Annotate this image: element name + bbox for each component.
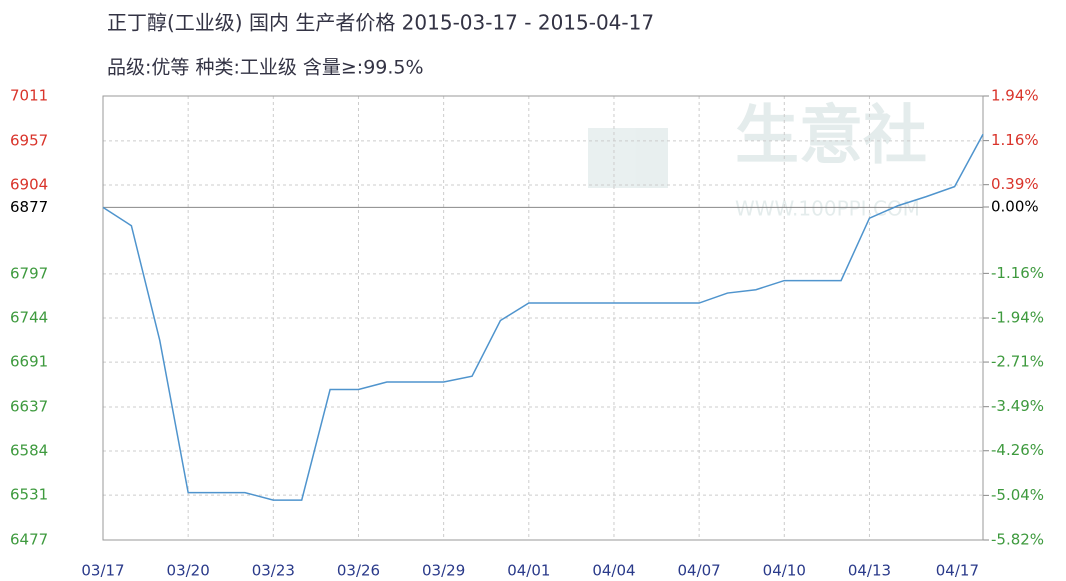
x-tick-label: 03/29 <box>422 562 465 580</box>
y-tick-label: 6637 <box>10 397 48 415</box>
chart-title: 正丁醇(工业级) 国内 生产者价格 2015-03-17 - 2015-04-1… <box>107 11 654 35</box>
y-tick-label: 6797 <box>10 264 48 282</box>
y-tick-label: 6691 <box>10 353 48 371</box>
watermark: 生意社 WWW.100PPI.COM <box>588 100 927 221</box>
y-tick-label: 6957 <box>10 131 48 149</box>
y2-tick-label: 1.16% <box>991 131 1039 149</box>
x-tick-label: 04/10 <box>763 562 806 580</box>
y-tick-label: 7011 <box>10 87 48 105</box>
plot-frame <box>102 95 984 541</box>
y2-tick-label: 1.94% <box>991 87 1039 105</box>
x-tick-label: 04/07 <box>678 562 721 580</box>
y2-tick-label: 0.00% <box>991 198 1039 216</box>
line-series <box>102 133 984 501</box>
y2-tick-label: -4.26% <box>991 441 1044 459</box>
x-tick-label: 03/20 <box>167 562 210 580</box>
x-tick-label: 04/17 <box>936 562 979 580</box>
x-tick-label: 03/23 <box>252 562 295 580</box>
watermark-text: 生意社 <box>735 100 927 174</box>
y-tick-label: 6531 <box>10 486 48 504</box>
y2-tick-label: -5.82% <box>991 531 1044 549</box>
y2-tick-label: 0.39% <box>991 175 1039 193</box>
x-tick-label: 04/13 <box>848 562 891 580</box>
x-tick-label: 03/17 <box>81 562 124 580</box>
y-tick-label: 6584 <box>10 442 48 460</box>
y-tick-label: 6904 <box>10 175 48 193</box>
watermark-logo <box>588 128 668 188</box>
x-tick-label: 04/01 <box>507 562 550 580</box>
y2-tick-label: -3.49% <box>991 397 1044 415</box>
y2-tick-label: -1.16% <box>991 264 1044 282</box>
y2-tick-label: -2.71% <box>991 353 1044 371</box>
y2-tick-label: -5.04% <box>991 486 1044 504</box>
y-tick-label: 6744 <box>10 309 48 327</box>
y-tick-label: 6877 <box>10 198 48 216</box>
watermark-url: WWW.100PPI.COM <box>735 197 920 221</box>
y-tick-label: 6477 <box>10 531 48 549</box>
x-tick-label: 04/04 <box>592 562 635 580</box>
chart-subtitle: 品级:优等 种类:工业级 含量≥:99.5% <box>107 57 424 79</box>
x-tick-label: 03/26 <box>337 562 380 580</box>
y2-tick-label: -1.94% <box>991 309 1044 327</box>
